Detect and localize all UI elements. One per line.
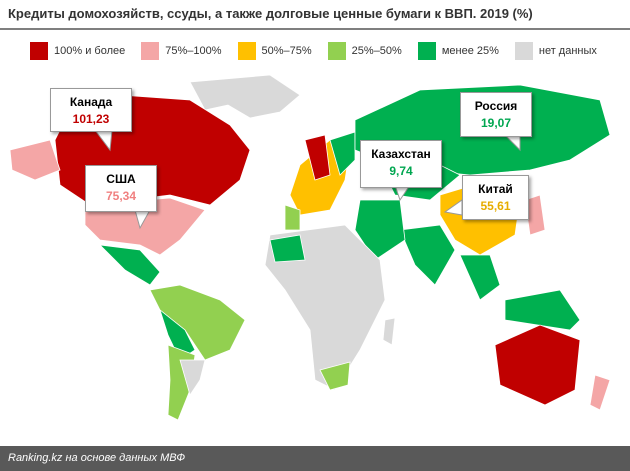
callout: Россия 19,07 (460, 92, 532, 137)
legend-item: 100% и более (30, 42, 125, 60)
callout: Китай 55,61 (462, 175, 529, 220)
country: Россия (474, 99, 518, 113)
legend-swatch (237, 42, 256, 60)
legend-swatch (30, 42, 48, 60)
country: США (106, 172, 136, 186)
legend-swatch (327, 42, 346, 60)
legend-swatch (141, 42, 160, 60)
country: Китай (478, 182, 513, 196)
legend-label: 50%–75% (261, 45, 312, 57)
legend: 100% и более 75%–100% 50%–75% 25%–50% менее … (30, 42, 613, 60)
value: 55,61 (480, 199, 511, 213)
legend-label: 25%–50% (351, 45, 402, 57)
legend-item: нет данных (514, 42, 597, 60)
legend-item: 75%–100% (141, 42, 222, 60)
legend-swatch (514, 42, 533, 60)
legend-label: 100% и более (54, 45, 126, 57)
legend-item: 50%–75% (237, 42, 312, 60)
title-rule (0, 28, 630, 30)
value: 9,74 (389, 164, 413, 178)
legend-item: 25%–50% (327, 42, 402, 60)
country: Казахстан (371, 147, 431, 161)
callout: Канада 101,23 (50, 88, 132, 132)
legend-label: нет данных (538, 45, 597, 57)
legend-label: менее 25% (441, 45, 499, 57)
title: Кредиты домохозяйств, ссуды, а также дол… (8, 6, 533, 21)
footer: Ranking.kz на основе данных МВФ (0, 446, 630, 471)
callout: США 75,34 (85, 165, 157, 212)
legend-swatch (417, 42, 436, 60)
value: 101,23 (72, 112, 110, 126)
country: Канада (69, 95, 113, 109)
value: 75,34 (105, 189, 137, 203)
legend-item: менее 25% (417, 42, 499, 60)
legend-label: 75%–100% (165, 45, 222, 57)
callout: Казахстан 9,74 (360, 140, 442, 188)
value: 19,07 (480, 116, 512, 130)
